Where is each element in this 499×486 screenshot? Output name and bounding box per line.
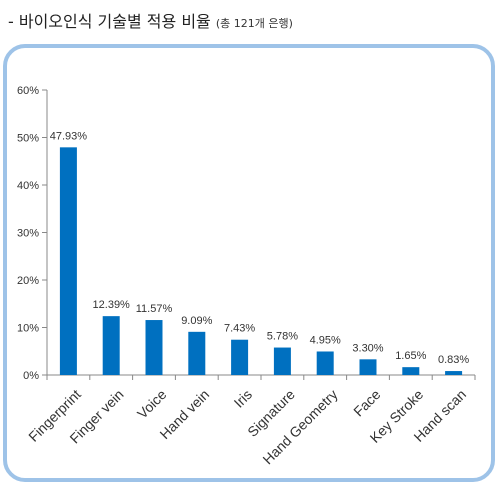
data-label: 11.57%: [136, 303, 173, 315]
y-tick-label: 50%: [17, 133, 39, 145]
category-label: Face: [350, 386, 383, 419]
y-tick-label: 10%: [17, 323, 39, 335]
y-tick-label: 40%: [17, 180, 39, 192]
chart-heading-title: - 바이오인식 기술별 적용 비율: [8, 12, 211, 31]
bar: [231, 339, 249, 375]
data-label: 9.09%: [181, 315, 212, 327]
y-tick-label: 20%: [17, 275, 39, 287]
data-label: 1.65%: [395, 350, 426, 362]
data-label: 0.83%: [438, 354, 469, 366]
data-label: 12.39%: [93, 299, 131, 311]
bar: [59, 147, 77, 375]
chart-data-labels: 47.93% 12.39% 11.57% 9.09% 7.43% 5.78% 4.95% 3.…: [50, 130, 470, 366]
bar: [445, 371, 463, 375]
bar: [316, 351, 334, 375]
data-label: 47.93%: [50, 130, 88, 142]
chart-heading: - 바이오인식 기술별 적용 비율 (총 121개 은행): [8, 8, 293, 32]
bar: [102, 316, 120, 375]
bar: [188, 331, 206, 375]
data-label: 4.95%: [310, 334, 341, 346]
y-tick-label: 60%: [17, 85, 39, 97]
chart-bars: [59, 147, 463, 375]
bar: [359, 359, 377, 375]
y-tick-label: 0%: [23, 370, 39, 382]
category-label: Iris: [231, 386, 256, 411]
chart-axes: 0% 10% 20% 30% 40% 50% 60%: [17, 85, 476, 382]
chart-heading-subtitle: (총 121개 은행): [215, 17, 293, 30]
category-label: Hand Geometry: [259, 386, 340, 467]
category-label: Voice: [134, 386, 170, 422]
data-label: 3.30%: [352, 342, 383, 354]
data-label: 7.43%: [224, 323, 255, 335]
y-tick-label: 30%: [17, 228, 39, 240]
bar: [145, 320, 163, 375]
bar: [402, 367, 420, 375]
chart-frame: [3, 44, 495, 482]
data-label: 5.78%: [267, 331, 298, 343]
bar: [273, 347, 291, 375]
